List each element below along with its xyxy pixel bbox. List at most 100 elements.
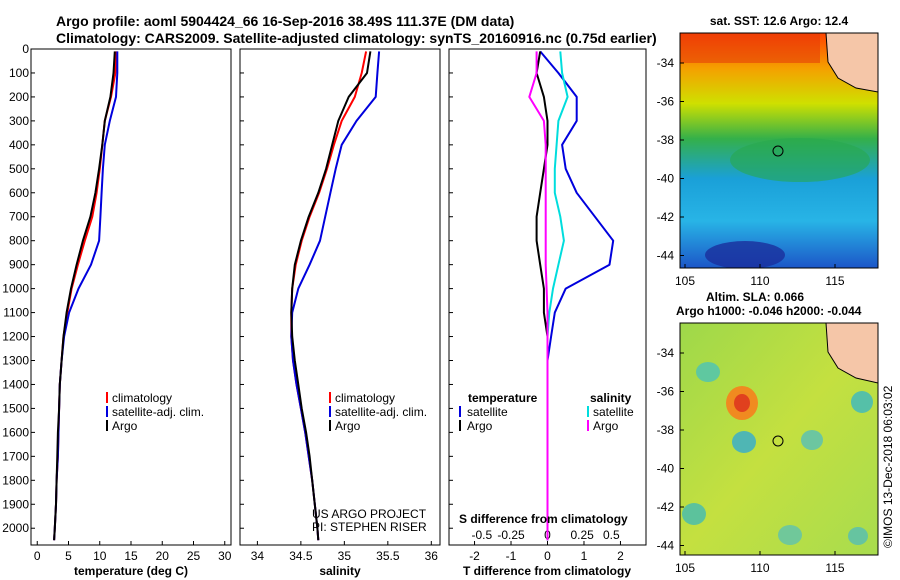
x-tick-label: 35	[338, 549, 352, 563]
temperature-legend: climatology satellite-adj. clim. Argo	[106, 391, 204, 433]
map-lon-label: 110	[750, 274, 769, 288]
legend-label-t-argo: Argo	[467, 419, 493, 433]
legend-swatch-argo	[106, 420, 108, 431]
x-tick-label: 0	[34, 549, 41, 563]
map-lon-label: 105	[675, 561, 695, 575]
series-line-argo	[290, 51, 372, 541]
x2-tick-label: 0.5	[603, 528, 620, 542]
sla-high-core	[734, 394, 750, 412]
header-line-1: Argo profile: aoml 5904424_66 16-Sep-201…	[56, 13, 514, 29]
sla-float-marker	[772, 435, 784, 447]
depth-tick-label: 300	[9, 114, 29, 128]
legend-label-t-satellite: satellite	[467, 405, 508, 419]
credit-line-2: PI: STEPHEN RISER	[312, 520, 427, 534]
legend-swatch-climatology	[106, 392, 108, 403]
difference-x-label: T difference from climatology	[463, 564, 631, 578]
credit-line-1: US ARGO PROJECT	[312, 507, 427, 521]
sst-map-title: sat. SST: 12.6 Argo: 12.4	[710, 14, 849, 28]
header-line-2: Climatology: CARS2009. Satellite-adjuste…	[56, 30, 657, 46]
map-lat-label: -40	[657, 172, 675, 186]
sla-low-anomaly-6	[778, 525, 802, 545]
x-tick-label: 1	[581, 549, 588, 563]
series-line-t-argo	[535, 51, 549, 541]
legend-swatch-satellite	[106, 406, 108, 417]
depth-tick-label: 2000	[2, 521, 29, 535]
map-lat-label: -42	[657, 210, 675, 224]
salinity-chart: 34 34.5 35 35.5 36	[251, 51, 439, 563]
x-tick-label: 35.5	[376, 549, 400, 563]
copyright-stamp: ©IMOS 13-Dec-2018 06:03:02	[881, 385, 895, 548]
sla-low-anomaly-4	[801, 430, 823, 450]
depth-tick-label: 500	[9, 162, 29, 176]
depth-tick-label: 400	[9, 138, 29, 152]
x-tick-label: 0	[544, 549, 551, 563]
depth-tick-label: 700	[9, 210, 29, 224]
legend-label-satellite: satellite-adj. clim.	[112, 405, 204, 419]
depth-tick-label: 0	[22, 42, 29, 56]
temperature-panel-frame	[30, 48, 232, 546]
depth-tick-label: 1100	[3, 306, 29, 320]
x-tick-label: 34.5	[289, 549, 313, 563]
legend-label-argo: Argo	[335, 419, 361, 433]
temperature-chart: 0 5 10 15 20 25 30	[34, 51, 232, 563]
depth-tick-label: 1200	[2, 330, 29, 344]
legend-swatch-argo	[329, 420, 331, 431]
sst-map	[680, 33, 878, 268]
salinity-panel-frame	[239, 48, 441, 546]
depth-tick-label: 900	[9, 258, 29, 272]
legend-swatch-t-satellite	[459, 406, 461, 417]
x-tick-label: 2	[617, 549, 624, 563]
sla-map-frame	[679, 322, 879, 556]
x-tick-label: 25	[187, 549, 201, 563]
sst-land-mass	[825, 33, 878, 93]
map-lon-label: 105	[675, 274, 695, 288]
map-lat-label: -40	[657, 462, 675, 476]
legend-swatch-t-argo	[459, 420, 461, 431]
series-line-argo	[53, 51, 116, 541]
legend-swatch-s-satellite	[587, 406, 589, 417]
map-lat-label: -36	[657, 385, 675, 399]
legend-label-argo: Argo	[112, 419, 138, 433]
series-line-climatology	[53, 51, 117, 541]
temperature-x-label: temperature (deg C)	[74, 564, 188, 578]
depth-tick-label: 1800	[2, 473, 29, 487]
map-lat-label: -44	[657, 539, 675, 553]
depth-tick-label: 1700	[2, 449, 29, 463]
series-line-satellite-adj-clim	[290, 51, 381, 541]
depth-tick-label: 1400	[2, 377, 29, 391]
x-tick-label: 15	[124, 549, 138, 563]
sst-cool-patch	[730, 138, 870, 182]
x-tick-label: 5	[65, 549, 72, 563]
legend-swatch-satellite	[329, 406, 331, 417]
sla-low-anomaly-2	[732, 431, 756, 453]
map-lat-label: -36	[657, 95, 675, 109]
series-line-s-argo	[528, 51, 549, 541]
legend-swatch-s-argo	[587, 420, 589, 431]
series-line-satellite-adj-clim	[53, 51, 119, 541]
sst-map-frame	[679, 32, 879, 269]
sla-map-title-2: Argo h1000: -0.046 h2000: -0.044	[676, 304, 862, 318]
sla-low-anomaly-3	[682, 503, 706, 525]
sst-warm-patch	[680, 33, 820, 63]
x-tick-label: 20	[156, 549, 170, 563]
salinity-legend: climatology satellite-adj. clim. Argo	[329, 391, 427, 433]
x-tick-label: 10	[93, 549, 107, 563]
legend-header-temperature: temperature	[468, 391, 538, 405]
sst-cold-patch	[705, 241, 785, 268]
depth-tick-label: 800	[9, 234, 29, 248]
legend-label-satellite: satellite-adj. clim.	[335, 405, 427, 419]
sla-low-anomaly-7	[848, 527, 868, 545]
sla-low-anomaly-1	[696, 362, 720, 382]
depth-tick-label: 100	[9, 66, 29, 80]
legend-swatch-climatology	[329, 392, 331, 403]
x-tick-label: 34	[251, 549, 265, 563]
salinity-x-label: salinity	[319, 564, 361, 578]
difference-chart: -2 -1 0 1 2-0.5 -0.25 0 0.25 0.5	[469, 50, 624, 563]
map-lat-label: -34	[657, 56, 675, 70]
x-tick-label: -2	[469, 549, 480, 563]
x2-tick-label: 0.25	[570, 528, 594, 542]
x-tick-label: 36	[425, 549, 439, 563]
x2-tick-label: -0.25	[497, 528, 525, 542]
